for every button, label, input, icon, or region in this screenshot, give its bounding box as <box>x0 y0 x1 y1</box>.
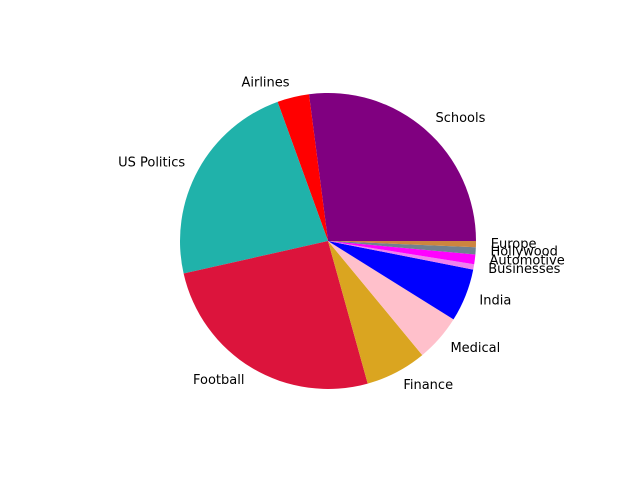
pie-label-businesses: Businesses <box>488 262 560 277</box>
pie-slice-businesses <box>328 241 475 270</box>
pie-label-us-politics: US Politics <box>118 155 185 170</box>
pie-label-airlines: Airlines <box>241 75 289 90</box>
pie-slice-finance <box>328 241 423 384</box>
pie-slice-india <box>328 241 474 320</box>
pie-label-hollywood: Hollywood <box>490 244 557 259</box>
pie-label-finance: Finance <box>403 378 453 393</box>
pie-slice-airlines <box>277 94 328 241</box>
pie-slice-schools <box>308 93 476 241</box>
pie-label-football: Football <box>193 373 244 388</box>
pie-label-india: India <box>479 293 511 308</box>
slices-layer <box>180 93 477 389</box>
pie-slice-medical <box>328 241 454 356</box>
pie-slice-football <box>183 241 368 389</box>
pie-label-medical: Medical <box>450 341 500 356</box>
pie-slice-europe <box>328 241 477 248</box>
pie-label-schools: Schools <box>435 111 485 126</box>
pie-label-europe: Europe <box>491 237 537 252</box>
pie-label-automotive: Automotive <box>490 254 565 269</box>
pie-slice-us-politics <box>180 101 328 274</box>
labels-layer: Schools Airlines US Politics Football Financ… <box>118 75 565 393</box>
pie-slice-hollywood <box>328 241 476 255</box>
pie-slice-automotive <box>328 241 476 265</box>
